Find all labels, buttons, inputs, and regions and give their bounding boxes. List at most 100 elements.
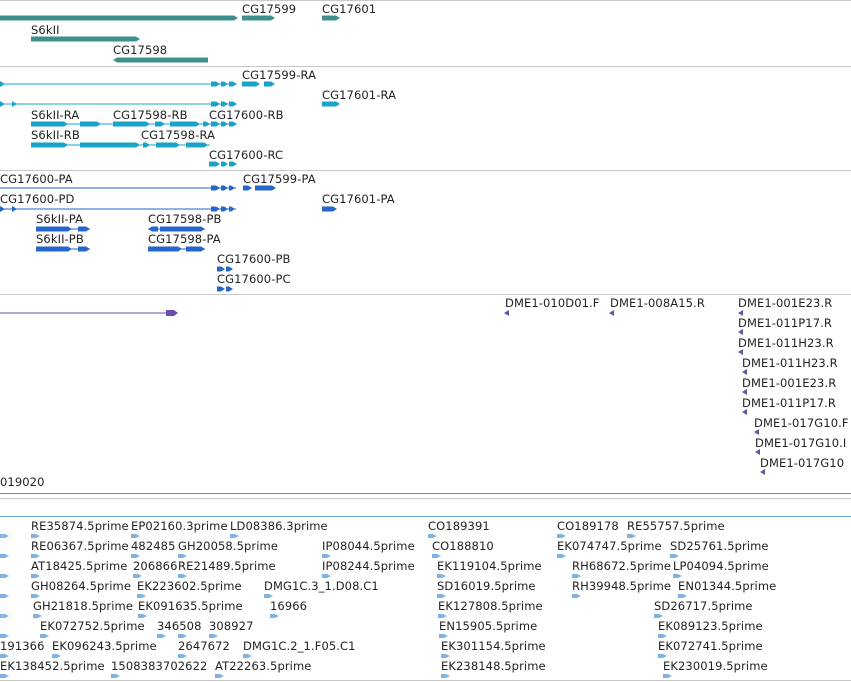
feature-arrow[interactable] <box>0 81 5 87</box>
feature-block[interactable] <box>264 594 273 598</box>
feature-label[interactable]: RH68672.5prime <box>572 559 672 573</box>
feature-block[interactable] <box>226 266 233 272</box>
feature-block[interactable] <box>31 534 40 538</box>
feature-block[interactable] <box>658 634 667 638</box>
feature-block[interactable] <box>113 57 208 63</box>
feature-block[interactable] <box>221 206 228 212</box>
feature-block[interactable] <box>255 185 276 191</box>
feature-label[interactable]: DMG1C.3_1.D08.C1 <box>264 579 379 593</box>
feature-label[interactable]: CG17598-RB <box>113 108 188 122</box>
feature-block[interactable] <box>322 574 331 578</box>
feature-block[interactable] <box>209 161 220 167</box>
feature-block[interactable] <box>229 161 237 167</box>
feature-label[interactable]: SD25761.5prime <box>670 539 769 553</box>
feature-label[interactable]: RH39948.5prime <box>572 579 672 593</box>
feature-block[interactable] <box>0 15 238 21</box>
feature-label[interactable]: EK127808.5prime <box>438 599 543 613</box>
feature-label[interactable]: DME1-010D01.F <box>505 296 600 310</box>
feature-label[interactable]: DMG1C.2_1.F05.C1 <box>243 639 356 653</box>
feature-block[interactable] <box>36 226 72 232</box>
feature-block[interactable] <box>160 226 205 232</box>
feature-block[interactable] <box>270 614 279 618</box>
feature-label[interactable]: CG17598-RA <box>141 128 216 142</box>
feature-label[interactable]: CG17600-RC <box>209 148 284 162</box>
feature-label[interactable]: EP02160.3prime <box>131 519 228 533</box>
feature-block[interactable] <box>221 185 228 191</box>
feature-label[interactable]: EK119104.5prime <box>437 559 542 573</box>
feature-label[interactable]: EK072752.5prime <box>40 619 145 633</box>
feature-block[interactable] <box>0 654 9 658</box>
feature-block[interactable] <box>0 554 9 558</box>
feature-block[interactable] <box>178 654 187 658</box>
feature-block[interactable] <box>178 554 187 558</box>
feature-block[interactable] <box>226 286 233 292</box>
feature-block[interactable] <box>437 594 446 598</box>
feature-label[interactable]: DME1-011P17.R <box>742 396 836 410</box>
feature-block[interactable] <box>654 614 663 618</box>
feature-block[interactable] <box>166 310 178 316</box>
feature-label[interactable]: EK089123.5prime <box>658 619 763 633</box>
feature-arrow[interactable] <box>738 329 743 335</box>
feature-arrow[interactable] <box>0 101 5 107</box>
feature-block[interactable] <box>215 674 224 678</box>
feature-label[interactable]: DME1-008A15.R <box>610 296 705 310</box>
feature-label[interactable]: CG17598-PA <box>148 232 221 246</box>
feature-label[interactable]: IP08244.5prime <box>322 559 415 573</box>
feature-block[interactable] <box>0 614 9 618</box>
feature-label[interactable]: GH21818.5prime <box>33 599 134 613</box>
feature-block[interactable] <box>111 674 120 678</box>
feature-label[interactable]: CO188810 <box>432 539 494 553</box>
feature-block[interactable] <box>31 574 40 578</box>
feature-block[interactable] <box>243 185 252 191</box>
feature-label[interactable]: DME1-017G10 <box>760 456 845 470</box>
feature-label[interactable]: EN01344.5prime <box>678 579 777 593</box>
feature-label[interactable]: CG17600-PC <box>217 272 291 286</box>
feature-block[interactable] <box>31 594 40 598</box>
feature-block[interactable] <box>170 121 200 127</box>
feature-block[interactable] <box>40 634 49 638</box>
feature-block[interactable] <box>33 614 42 618</box>
feature-block[interactable] <box>211 81 220 87</box>
feature-label[interactable]: RE35874.5prime <box>31 519 129 533</box>
feature-block[interactable] <box>157 634 166 638</box>
feature-label[interactable]: 191366 <box>0 639 45 653</box>
feature-block[interactable] <box>557 554 566 558</box>
feature-arrow[interactable] <box>0 206 5 212</box>
feature-block[interactable] <box>52 654 61 658</box>
feature-label[interactable]: 019020 <box>0 475 45 489</box>
feature-block[interactable] <box>137 594 146 598</box>
feature-label[interactable]: CG17601 <box>322 2 377 16</box>
feature-label[interactable]: IP08044.5prime <box>322 539 415 553</box>
feature-label[interactable]: 206866 <box>133 559 178 573</box>
feature-block[interactable] <box>229 121 237 127</box>
feature-block[interactable] <box>31 554 40 558</box>
feature-block[interactable] <box>437 574 446 578</box>
feature-block[interactable] <box>217 266 225 272</box>
feature-block[interactable] <box>36 246 72 252</box>
feature-block[interactable] <box>572 594 581 598</box>
feature-block[interactable] <box>0 674 9 678</box>
feature-block[interactable] <box>670 554 679 558</box>
feature-block[interactable] <box>221 121 228 127</box>
feature-block[interactable] <box>178 574 187 578</box>
feature-block[interactable] <box>264 81 275 87</box>
feature-arrow[interactable] <box>738 310 743 316</box>
feature-label[interactable]: CG17600-PB <box>217 252 291 266</box>
feature-block[interactable] <box>31 142 68 148</box>
feature-block[interactable] <box>242 15 275 21</box>
feature-block[interactable] <box>211 101 220 107</box>
feature-label[interactable]: 308927 <box>209 619 254 633</box>
feature-label[interactable]: RE21489.5prime <box>178 559 276 573</box>
feature-label[interactable]: SD16019.5prime <box>437 579 536 593</box>
feature-label[interactable]: CG17600-PD <box>0 192 75 206</box>
feature-block[interactable] <box>572 574 581 578</box>
feature-block[interactable] <box>186 142 208 148</box>
feature-block[interactable] <box>203 121 210 127</box>
feature-label[interactable]: EK301154.5prime <box>441 639 546 653</box>
feature-label[interactable]: DME1-001E23.R <box>742 376 837 390</box>
feature-block[interactable] <box>155 121 165 127</box>
feature-block[interactable] <box>322 206 337 212</box>
feature-label[interactable]: DME1-017G10.I <box>755 436 847 450</box>
feature-label[interactable]: SD26717.5prime <box>654 599 753 613</box>
feature-block[interactable] <box>211 121 220 127</box>
